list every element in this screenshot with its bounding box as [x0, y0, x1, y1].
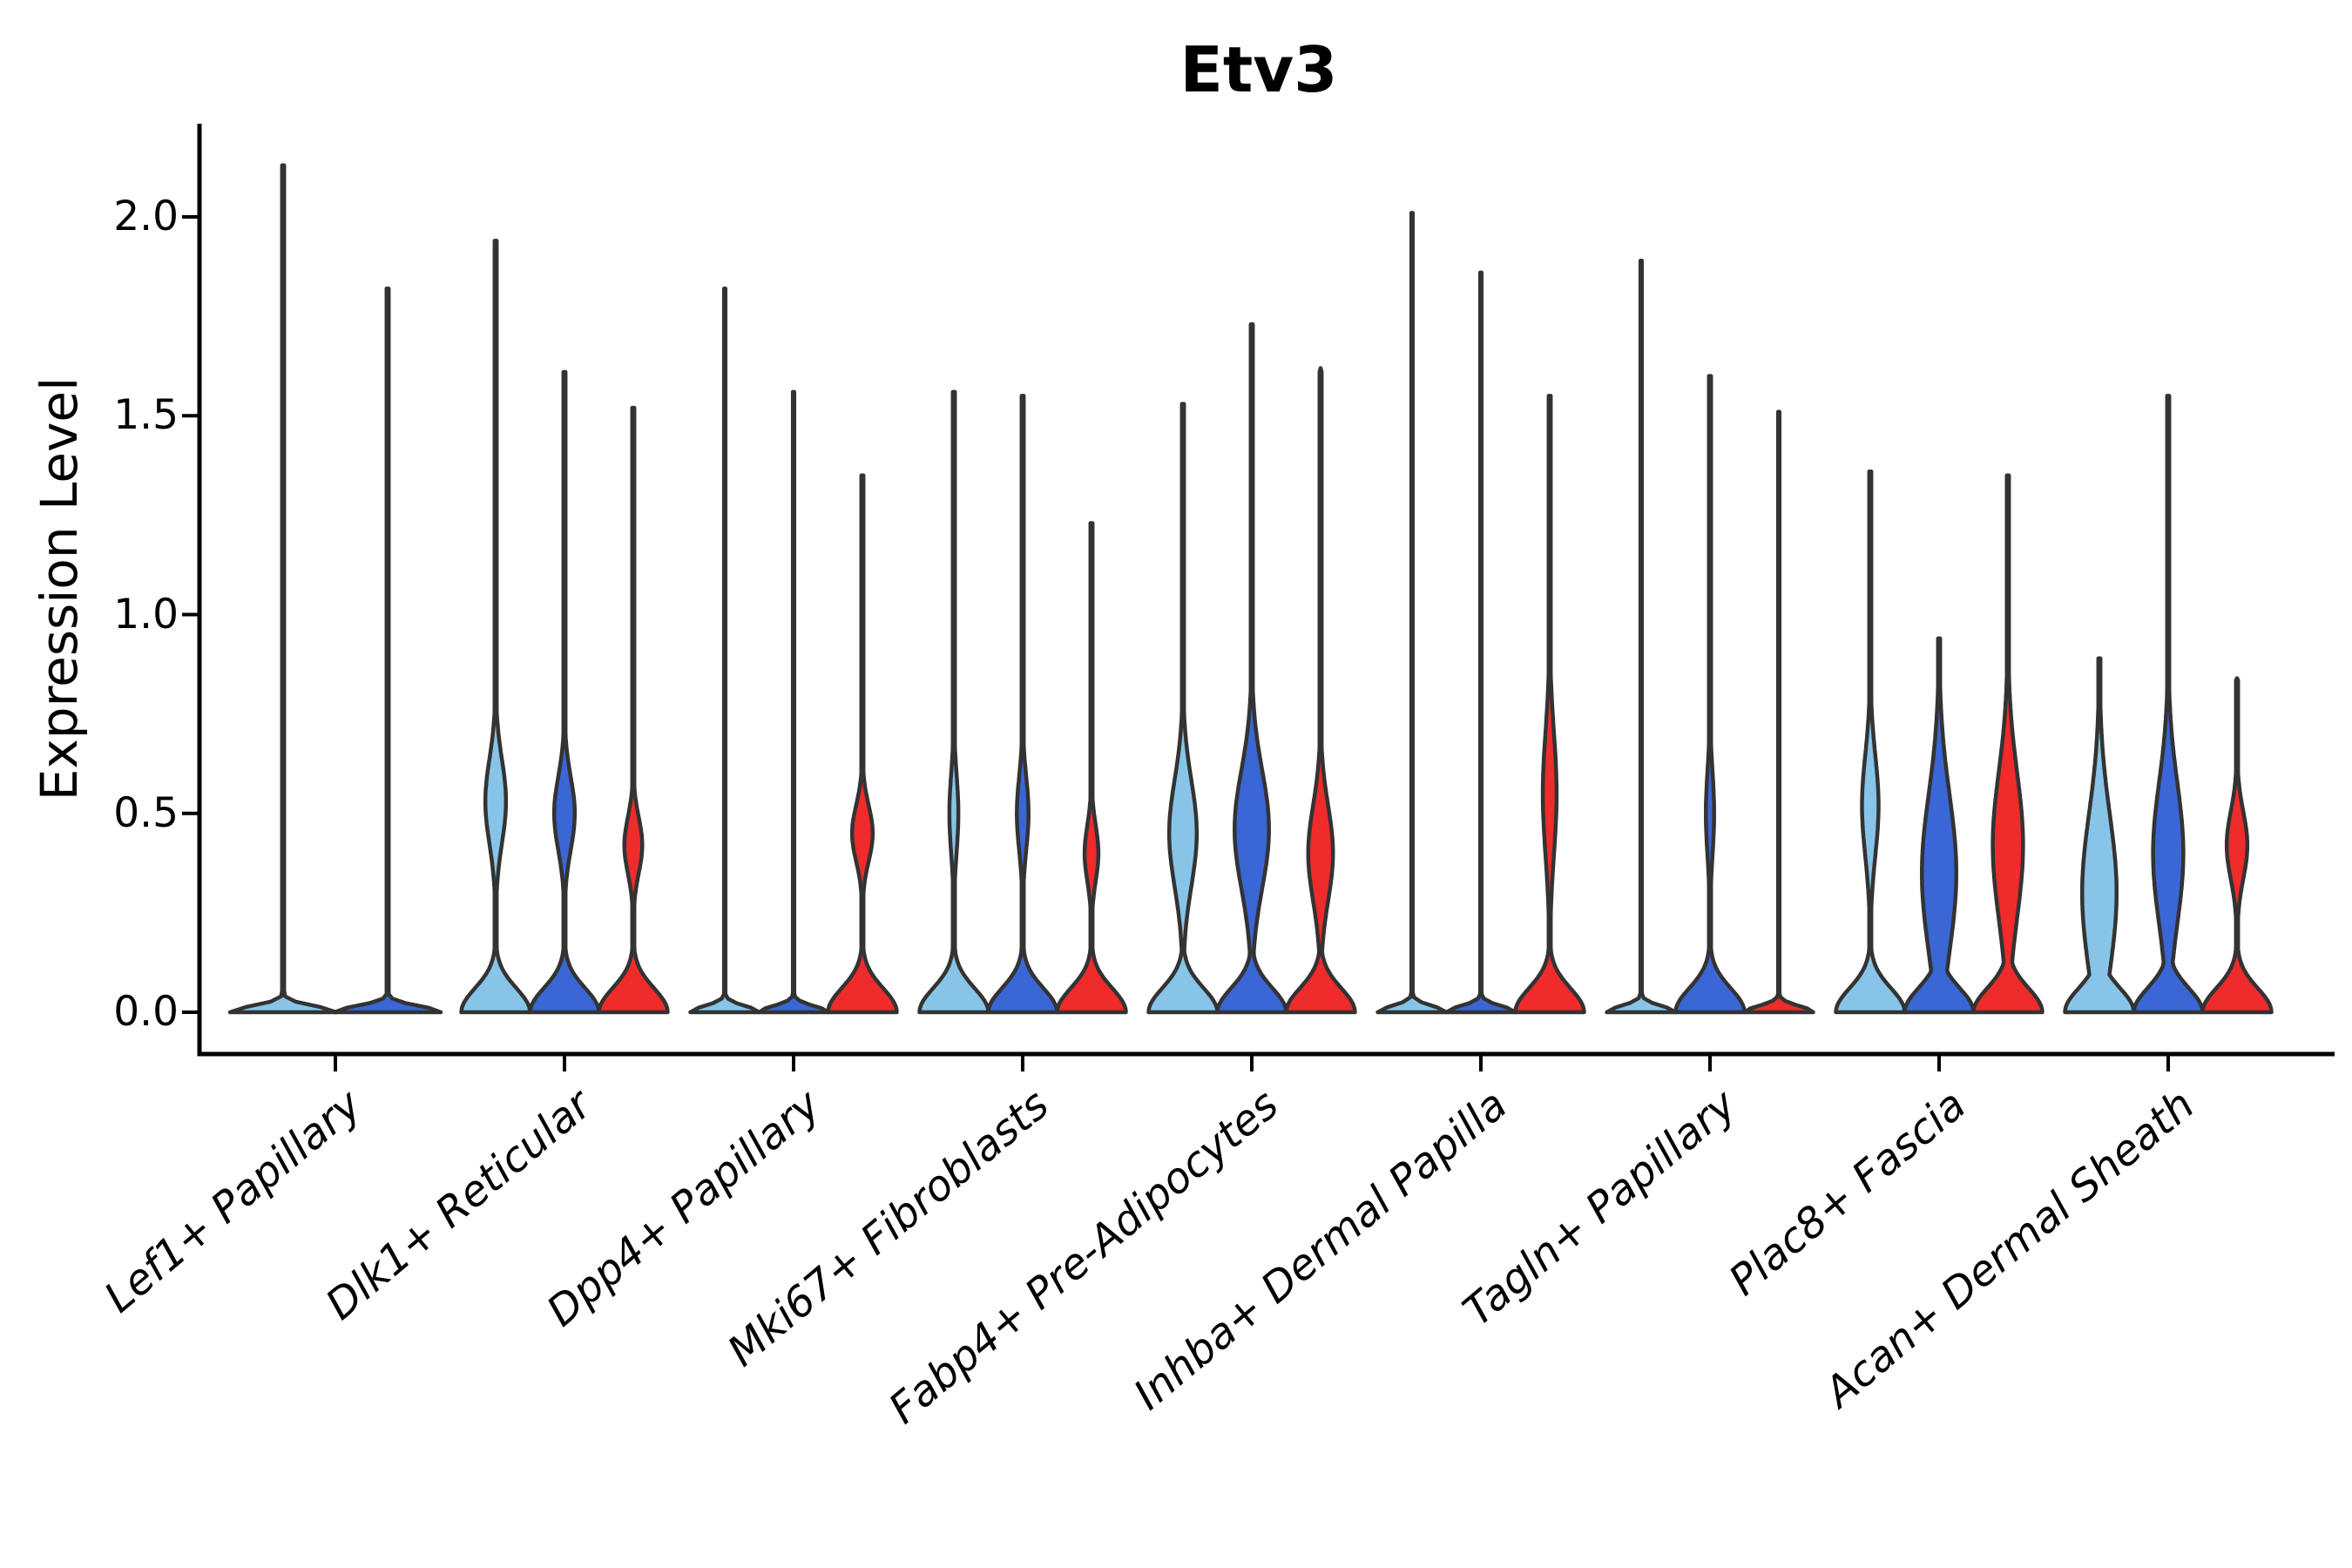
y-tick-label-20: 2.0: [113, 193, 179, 240]
plot-title: Etv3: [1179, 33, 1338, 106]
y-tick-label-0: 0.0: [113, 988, 179, 1036]
y-tick-label-15: 1.5: [113, 391, 179, 439]
y-tick-label-10: 1.0: [113, 591, 179, 639]
y-tick-label-05: 0.5: [113, 789, 179, 837]
y-axis-label: Expression Level: [30, 376, 89, 801]
